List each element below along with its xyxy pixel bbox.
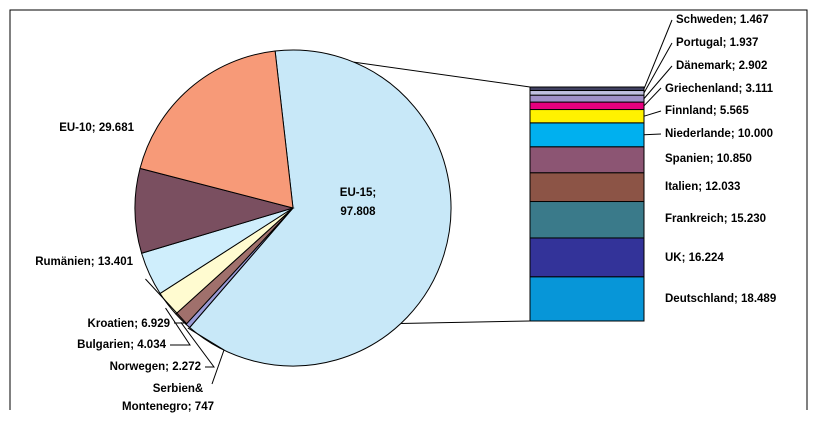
pie-label-eu15-line1: EU-15; xyxy=(340,187,376,199)
pie-label-eu15-line2: 97.808 xyxy=(340,206,376,218)
leader-norwegen xyxy=(180,321,215,368)
pie-slice-eu-10 xyxy=(139,50,294,209)
bar-label-deutschland: Deutschland; 18.489 xyxy=(665,293,776,305)
bar-label-frankreich: Frankreich; 15.230 xyxy=(665,213,766,225)
bar-label-finnland: Finnland; 5.565 xyxy=(665,105,749,117)
leader-finnland xyxy=(643,110,662,117)
pie-slice-rumaenien xyxy=(134,167,295,254)
pie-slice-eu-15 xyxy=(188,49,452,367)
pie-label-rumaenien: Rumänien; 13.401 xyxy=(35,256,133,268)
pie-label-bulgarien: Bulgarien; 4.034 xyxy=(77,339,166,351)
bar-label-schweden: Schweden; 1.467 xyxy=(676,14,769,26)
chart-border xyxy=(9,9,808,410)
bar-segment-niederlande xyxy=(529,122,645,148)
bar-label-portugal: Portugal; 1.937 xyxy=(676,37,758,49)
leader-serbien xyxy=(187,327,225,385)
bar-segment-finnland xyxy=(529,109,645,124)
leader-bulgarien xyxy=(165,307,191,346)
leader-niederlande xyxy=(643,133,662,136)
bar-label-daenemark: Dänemark; 2.902 xyxy=(676,60,767,72)
bar-label-spanien: Spanien; 10.850 xyxy=(665,153,752,165)
leader-kroatien xyxy=(145,278,188,324)
bar-label-griechenland: Griechenland; 3.111 xyxy=(665,83,774,95)
leader-schweden xyxy=(643,19,673,89)
bar-segment-griechenland xyxy=(529,101,645,111)
bar-segment-spanien xyxy=(529,146,645,174)
bar-segment-italien xyxy=(529,172,645,203)
bar-segment-daenemark xyxy=(529,94,645,103)
pie-label-serbien-line2: Montenegro; 747 xyxy=(122,401,214,413)
pie-label-kroatien: Kroatien; 6.929 xyxy=(88,318,170,330)
bar-segment-portugal xyxy=(529,90,645,96)
bar-label-italien: Italien; 12.033 xyxy=(665,181,740,193)
pie-label-serbien-line1: Serbien& xyxy=(153,383,204,395)
bar-label-niederlande: Niederlande; 10.000 xyxy=(665,128,773,140)
leader-griechenland xyxy=(643,87,662,107)
pie-label-norwegen: Norwegen; 2.272 xyxy=(110,361,201,373)
bar-label-uk: UK; 16.224 xyxy=(665,252,724,264)
bar-segment-schweden xyxy=(529,86,645,92)
bar-segment-uk xyxy=(529,237,645,278)
bar-segment-deutschland xyxy=(529,276,645,322)
leader-daenemark xyxy=(643,65,673,99)
pie-label-eu10: EU-10; 29.681 xyxy=(59,122,134,134)
leader-portugal xyxy=(643,42,673,94)
bar-segment-frankreich xyxy=(529,201,645,239)
